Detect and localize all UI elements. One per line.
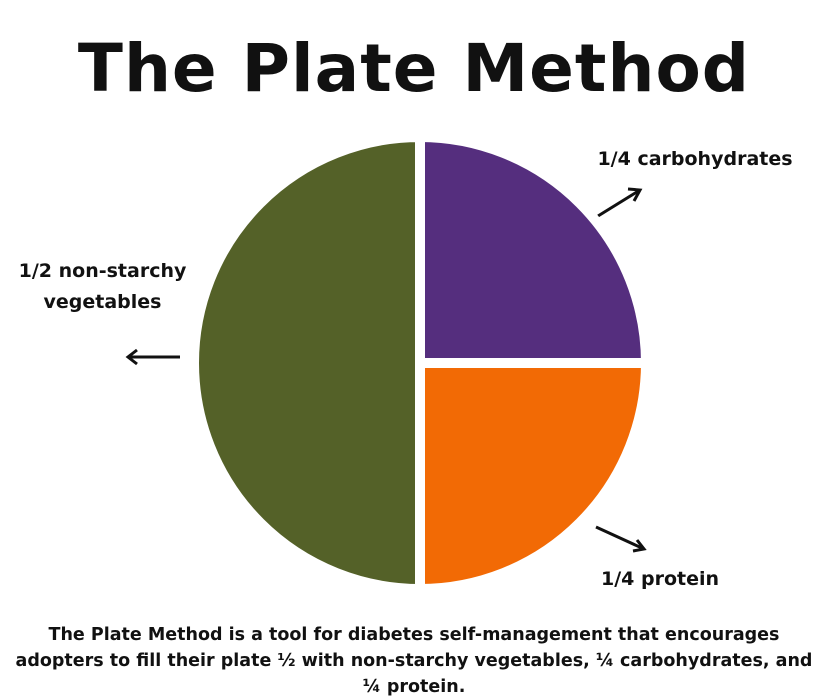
slice-label: 1/2 non-starchy vegetables	[10, 256, 195, 318]
pie-slice	[415, 358, 652, 595]
arrow-head	[125, 348, 138, 366]
slice-label: 1/4 protein	[560, 564, 760, 595]
pie-slice	[189, 131, 425, 595]
value-label: 1/4	[597, 148, 631, 170]
arrow	[595, 525, 645, 551]
chart-title: The Plate Method	[77, 30, 751, 107]
arrow-head	[632, 539, 647, 553]
category-label: carbohydrates	[637, 148, 793, 170]
pie-slice	[415, 131, 652, 368]
value-label: 1/2	[18, 260, 52, 282]
slice-label: 1/4 carbohydrates	[580, 144, 810, 175]
caption: The Plate Method is a tool for diabetes …	[15, 625, 813, 697]
category-label: protein	[640, 568, 720, 590]
arrow-head	[627, 187, 643, 202]
value-label: 1/4	[600, 568, 635, 590]
arrows	[125, 187, 647, 553]
arrow	[597, 188, 641, 218]
category-label: non-starchy vegetables	[43, 260, 187, 313]
